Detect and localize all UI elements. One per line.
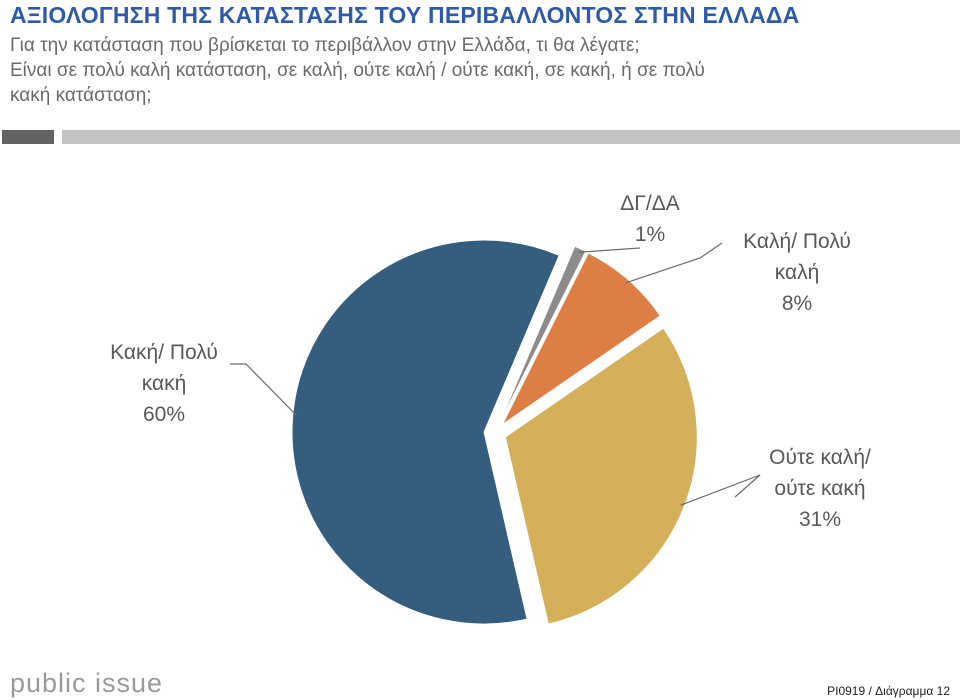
- question-line: Για την κατάσταση που βρίσκεται το περιβ…: [10, 35, 640, 56]
- slice-label-neutral: Ούτε καλή/ ούτε κακή 31%: [735, 442, 905, 535]
- slice-label-bad: Κακή/ Πολύ κακή 60%: [84, 337, 244, 430]
- chart-caption: PI0919 / Διάγραμμα 12: [827, 684, 950, 698]
- slice-label-text: Καλή/ Πολύ: [743, 230, 851, 253]
- slice-label-dk-na: ΔΓ/ΔΑ 1%: [605, 188, 695, 250]
- question-line: κακή κατάσταση;: [10, 85, 152, 106]
- leader-line: [578, 247, 641, 253]
- slice-value-label: 1%: [634, 223, 666, 246]
- slice-value-label: 8%: [781, 292, 813, 315]
- pie-slice: [291, 239, 560, 625]
- slice-label-text: καλή: [774, 261, 820, 284]
- leader-lines: [230, 242, 761, 506]
- leader-line: [625, 242, 723, 284]
- pie-slice: [501, 252, 662, 426]
- survey-question: Για την κατάσταση που βρίσκεται το περιβ…: [10, 33, 950, 108]
- pie-slice: [504, 327, 698, 625]
- slice-label-text: Κακή/ Πολύ: [110, 341, 218, 364]
- divider-bar-light: [62, 130, 960, 144]
- public-issue-logo: public issue: [10, 668, 164, 698]
- question-line: Είναι σε πολύ καλή κατάσταση, σε καλή, ο…: [10, 60, 705, 81]
- slice-label-text: ούτε κακή: [774, 477, 866, 500]
- slice-label-text: κακή: [141, 372, 187, 395]
- leader-line: [230, 363, 298, 416]
- slice-value-label: 60%: [142, 403, 186, 426]
- page-title: ΑΞΙΟΛΟΓΗΣΗ ΤΗΣ ΚΑΤΑΣΤΑΣΗΣ ΤΟΥ ΠΕΡΙΒΑΛΛΟΝ…: [10, 2, 800, 28]
- slice-label-good: Καλή/ Πολύ καλή 8%: [717, 226, 877, 319]
- slice-label-text: Ούτε καλή/: [769, 446, 871, 469]
- leader-line: [680, 474, 761, 506]
- slice-value-label: 31%: [798, 508, 842, 531]
- divider-bar-dark: [2, 130, 54, 144]
- slice-label-text: ΔΓ/ΔΑ: [620, 192, 680, 215]
- pie-slices: [291, 239, 698, 625]
